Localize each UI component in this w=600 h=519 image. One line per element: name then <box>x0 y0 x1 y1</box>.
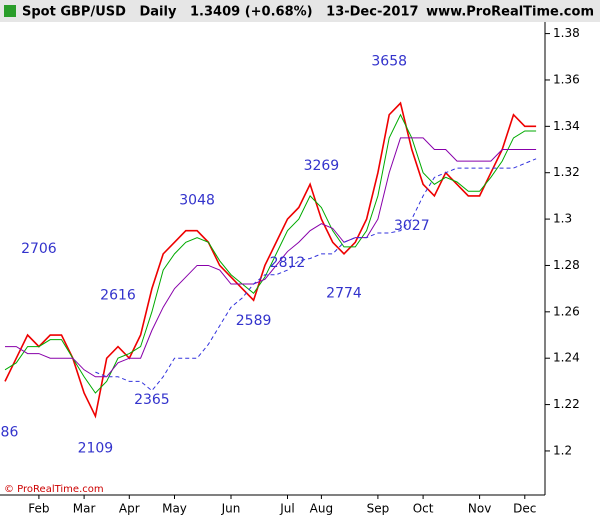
annotation: 3048 <box>179 193 215 209</box>
annotation: 2109 <box>78 441 114 457</box>
annotation: 2589 <box>236 313 272 329</box>
annotation: 3658 <box>371 53 407 69</box>
x-tick-label: Mar <box>73 502 96 516</box>
series-line <box>5 137 537 378</box>
annotation: 3027 <box>394 218 430 234</box>
x-tick-label: May <box>162 502 187 516</box>
source: www.ProRealTime.com <box>426 5 594 20</box>
series-line <box>4 113 537 394</box>
y-tick-label: 1.24 <box>553 351 580 365</box>
y-tick-label: 1.26 <box>553 304 580 318</box>
y-tick-label: 1.36 <box>553 72 580 86</box>
footer: © ProRealTime.com <box>4 484 104 495</box>
y-tick-label: 1.34 <box>553 119 580 133</box>
y-tick-label: 1.22 <box>553 397 580 411</box>
y-tick-label: 1.38 <box>553 26 580 40</box>
annotation: 2616 <box>100 288 136 304</box>
x-tick-label: Aug <box>310 502 333 516</box>
logo <box>4 5 16 17</box>
annotation: 2365 <box>134 392 170 408</box>
annotation: 2774 <box>326 285 362 301</box>
x-tick-label: Jun <box>221 502 241 516</box>
series-line <box>4 101 537 419</box>
x-tick-label: Jul <box>279 502 294 516</box>
header-bar <box>0 0 600 22</box>
y-tick-label: 1.32 <box>553 165 580 179</box>
x-tick-label: Apr <box>119 502 140 516</box>
x-tick-label: Sep <box>367 502 390 516</box>
annotation: 2812 <box>270 255 306 271</box>
x-tick-label: Dec <box>513 502 536 516</box>
x-tick-label: Nov <box>468 502 491 516</box>
y-tick-label: 1.2 <box>553 443 572 457</box>
series-line <box>95 158 537 392</box>
y-tick-label: 1.3 <box>553 212 572 226</box>
x-tick-label: Feb <box>28 502 49 516</box>
annotation: 3269 <box>304 158 340 174</box>
chart-title: Spot GBP/USD Daily 1.3409 (+0.68%) 13-De… <box>22 5 419 20</box>
y-tick-label: 1.28 <box>553 258 580 272</box>
annotation: 2706 <box>21 241 57 257</box>
annotation: 986 <box>0 424 18 440</box>
x-tick-label: Oct <box>413 502 434 516</box>
